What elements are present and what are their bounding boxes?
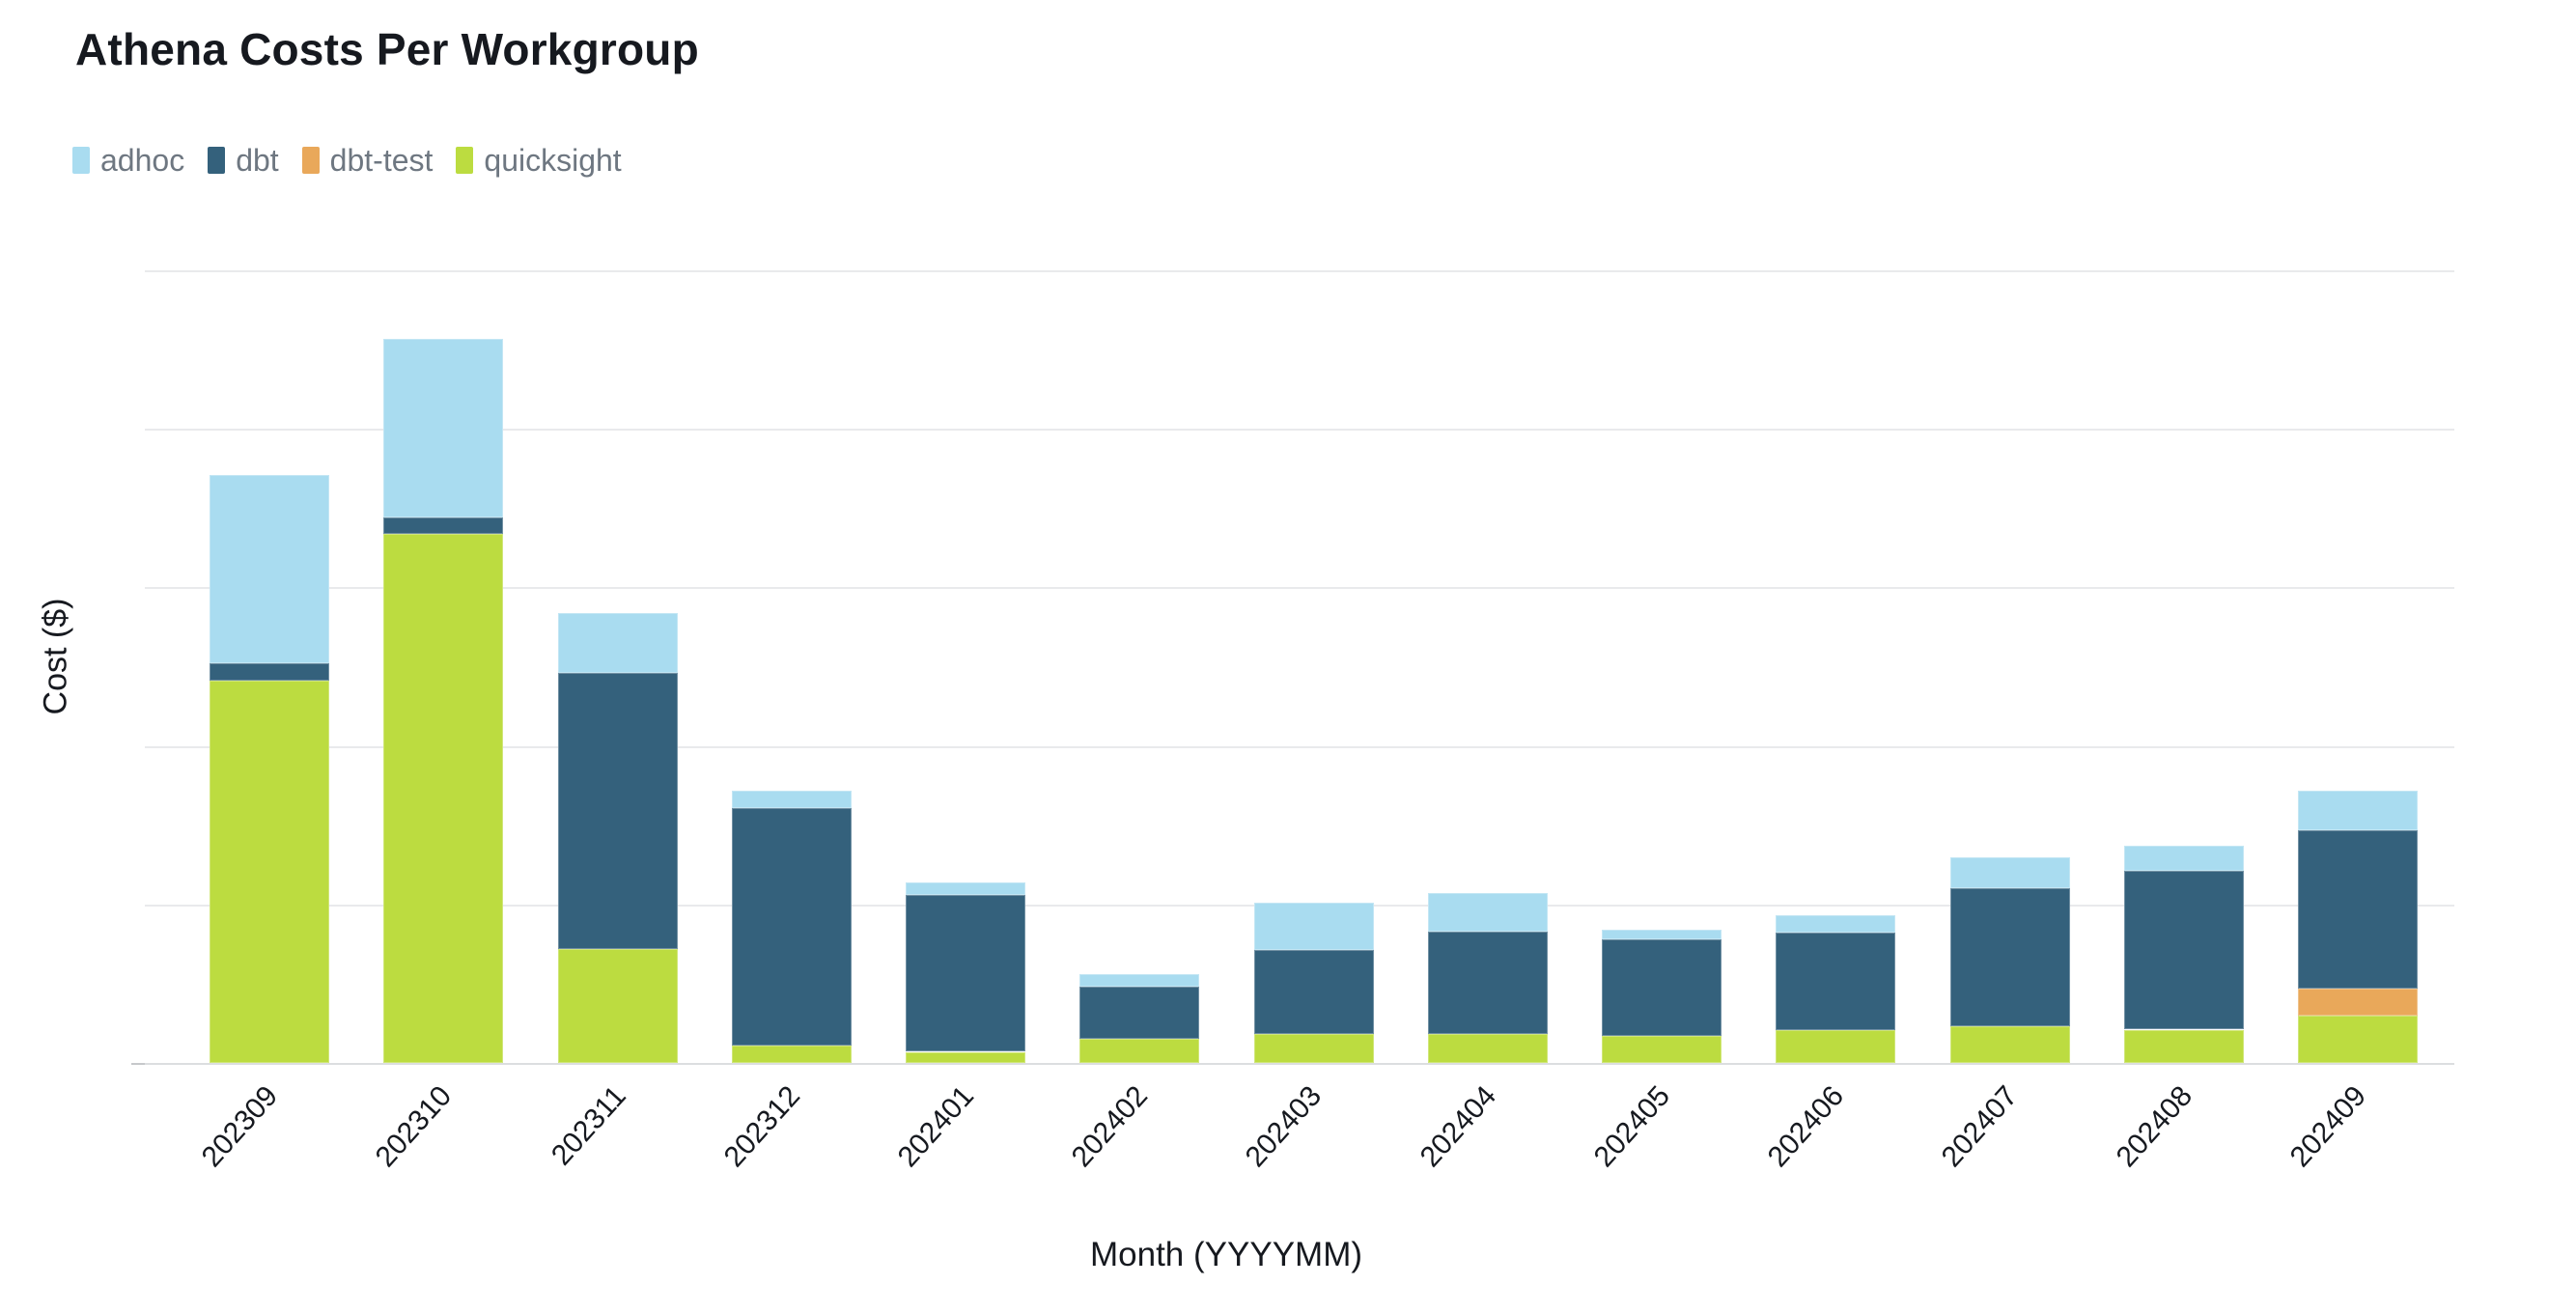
bar-segment-adhoc-202403[interactable] — [1254, 903, 1374, 951]
y-gridline — [145, 429, 2454, 431]
y-gridline — [145, 587, 2454, 589]
bar-segment-dbt-202311[interactable] — [558, 673, 678, 949]
bar-segment-quicksight-202404[interactable] — [1428, 1034, 1548, 1063]
legend-item-adhoc[interactable]: adhoc — [72, 145, 184, 176]
bar-segment-quicksight-202405[interactable] — [1602, 1036, 1722, 1063]
bar-segment-adhoc-202312[interactable] — [732, 790, 852, 808]
bar-segment-quicksight-202407[interactable] — [1950, 1026, 2070, 1063]
legend-item-dbt[interactable]: dbt — [208, 143, 279, 178]
y-axis-origin-tick — [131, 1063, 145, 1065]
bar-segment-dbt-202401[interactable] — [906, 894, 1025, 1052]
x-axis-line — [145, 1063, 2454, 1065]
bar-segment-quicksight-202311[interactable] — [558, 948, 678, 1063]
x-tick-label-202405: 202405 — [1587, 1079, 1677, 1174]
bar-segment-quicksight-202408[interactable] — [2124, 1029, 2244, 1063]
y-axis-title: Cost ($) — [37, 598, 74, 715]
bar-segment-dbt-202309[interactable] — [210, 663, 329, 682]
legend-label: dbt-test — [329, 143, 434, 178]
bar-segment-dbt-202408[interactable] — [2124, 871, 2244, 1030]
bar-segment-adhoc-202405[interactable] — [1602, 930, 1722, 939]
bar-segment-quicksight-202312[interactable] — [732, 1045, 852, 1063]
legend-item-quicksight[interactable]: quicksight — [456, 143, 622, 178]
bar-segment-dbt-202402[interactable] — [1079, 987, 1199, 1040]
bar-segment-dbt-202310[interactable] — [383, 517, 503, 534]
bar-segment-adhoc-202311[interactable] — [558, 612, 678, 674]
bar-segment-dbt-202407[interactable] — [1950, 888, 2070, 1027]
x-tick-label-202311: 202311 — [545, 1079, 632, 1172]
bar-segment-quicksight-202402[interactable] — [1079, 1039, 1199, 1063]
bar-segment-quicksight-202401[interactable] — [906, 1051, 1025, 1063]
x-tick-label-202403: 202403 — [1240, 1079, 1329, 1174]
bar-segment-adhoc-202408[interactable] — [2124, 846, 2244, 872]
bar-segment-dbt-202406[interactable] — [1776, 933, 1895, 1030]
legend-label: adhoc — [100, 143, 185, 178]
x-tick-label-202309: 202309 — [195, 1079, 285, 1174]
legend: adhoc dbt dbt-test quicksight — [72, 145, 622, 176]
bar-segment-adhoc-202404[interactable] — [1428, 893, 1548, 932]
bar-segment-quicksight-202403[interactable] — [1254, 1034, 1374, 1063]
bar-segment-dbt-202312[interactable] — [732, 807, 852, 1046]
x-tick-label-202402: 202402 — [1065, 1079, 1155, 1174]
bar-segment-adhoc-202409[interactable] — [2298, 790, 2418, 830]
bar-segment-quicksight-202406[interactable] — [1776, 1029, 1895, 1063]
y-gridline — [145, 746, 2454, 748]
legend-swatch-dbt — [208, 147, 226, 174]
bar-segment-adhoc-202407[interactable] — [1950, 856, 2070, 889]
bar-segment-adhoc-202402[interactable] — [1079, 974, 1199, 988]
bar-segment-quicksight-202409[interactable] — [2298, 1015, 2418, 1063]
x-tick-label-202312: 202312 — [717, 1079, 806, 1174]
bar-segment-adhoc-202309[interactable] — [210, 474, 329, 664]
bar-segment-quicksight-202309[interactable] — [210, 681, 329, 1063]
x-tick-label-202404: 202404 — [1414, 1079, 1502, 1174]
x-tick-label-202406: 202406 — [1761, 1079, 1851, 1174]
bar-segment-adhoc-202401[interactable] — [906, 881, 1025, 895]
x-axis-title: Month (YYYYMM) — [1090, 1236, 1362, 1273]
legend-swatch-dbt-test — [301, 147, 320, 174]
legend-swatch-adhoc — [72, 147, 90, 174]
bar-segment-dbt-202409[interactable] — [2298, 829, 2418, 989]
bar-segment-adhoc-202406[interactable] — [1776, 915, 1895, 934]
x-tick-label-202310: 202310 — [369, 1079, 459, 1174]
y-gridline — [145, 270, 2454, 272]
legend-label: quicksight — [484, 143, 622, 178]
legend-label: dbt — [236, 143, 279, 178]
x-tick-label-202409: 202409 — [2283, 1079, 2373, 1174]
bar-segment-dbt-202403[interactable] — [1254, 950, 1374, 1035]
chart-title: Athena Costs Per Workgroup — [75, 24, 699, 74]
legend-swatch-quicksight — [456, 147, 474, 174]
bar-segment-dbt-202405[interactable] — [1602, 938, 1722, 1037]
x-tick-label-202401: 202401 — [891, 1079, 981, 1174]
bar-segment-dbt-202404[interactable] — [1428, 931, 1548, 1035]
x-tick-label-202408: 202408 — [2110, 1079, 2198, 1174]
bar-segment-dbt-test-202409[interactable] — [2298, 988, 2418, 1016]
x-tick-label-202407: 202407 — [1936, 1079, 2025, 1174]
bar-segment-quicksight-202310[interactable] — [383, 533, 503, 1063]
bar-segment-adhoc-202310[interactable] — [383, 338, 503, 518]
legend-item-dbt-test[interactable]: dbt-test — [301, 143, 434, 178]
